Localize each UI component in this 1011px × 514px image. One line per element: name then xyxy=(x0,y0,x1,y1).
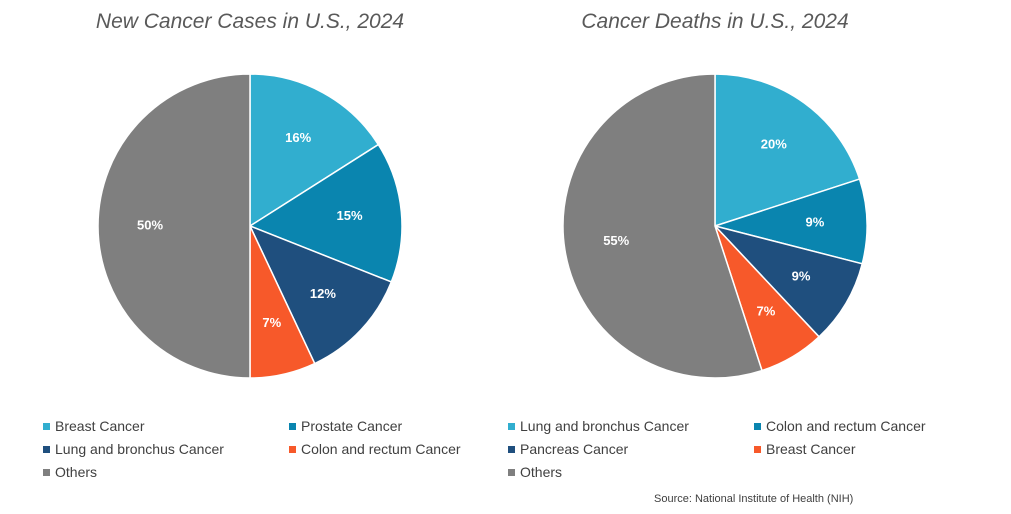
legend-swatch xyxy=(508,422,515,430)
pie-slice-others xyxy=(97,73,251,379)
legend-label: Others xyxy=(55,464,98,480)
legend-swatch xyxy=(289,445,296,453)
pie-slice-others xyxy=(562,73,763,379)
new-cases-pie: 16% 15% 12% 7% 50% xyxy=(97,73,403,379)
legend-item-lung-and-bronchus-cancer: Lung and bronchus Cancer xyxy=(43,441,224,457)
slice-label-prostate-cancer: 15% xyxy=(337,208,363,223)
legend-swatch xyxy=(43,445,50,453)
pie-slice-prostate-cancer xyxy=(248,143,403,283)
legend-item-lung-and-bronchus-cancer: Lung and bronchus Cancer xyxy=(508,418,689,434)
legend-item-colon-and-rectum-cancer: Colon and rectum Cancer xyxy=(289,441,461,457)
source-note: Source: National Institute of Health (NI… xyxy=(654,493,854,505)
legend-label: Pancreas Cancer xyxy=(520,441,629,457)
legend-swatch xyxy=(508,445,515,453)
legend-swatch xyxy=(43,422,50,430)
legend-item-prostate-cancer: Prostate Cancer xyxy=(289,418,402,434)
legend-label: Lung and bronchus Cancer xyxy=(55,441,224,457)
legend-label: Colon and rectum Cancer xyxy=(301,441,461,457)
pie-slice-lung-and-bronchus-cancer xyxy=(714,73,861,228)
legend-item-others: Others xyxy=(43,464,97,480)
pie-slice-lung-and-bronchus-cancer xyxy=(248,224,393,365)
legend-swatch xyxy=(754,445,761,453)
slice-label-breast-cancer: 7% xyxy=(757,304,776,319)
legend-label: Others xyxy=(520,464,563,480)
legend-item-breast-cancer: Breast Cancer xyxy=(754,441,855,457)
slice-label-lung-and-bronchus-cancer: 20% xyxy=(761,137,787,152)
legend-item-colon-and-rectum-cancer: Colon and rectum Cancer xyxy=(754,418,926,434)
slice-label-colon-and-rectum-cancer: 9% xyxy=(806,214,825,229)
slice-label-colon-and-rectum-cancer: 7% xyxy=(262,315,281,330)
legend-item-breast-cancer: Breast Cancer xyxy=(43,418,144,434)
legend-item-pancreas-cancer: Pancreas Cancer xyxy=(508,441,628,457)
pie-slice-colon-and-rectum-cancer xyxy=(712,178,868,265)
chart-title: Cancer Deaths in U.S., 2024 xyxy=(581,10,849,33)
pie-slice-pancreas-cancer xyxy=(712,224,864,338)
legend-label: Colon and rectum Cancer xyxy=(766,418,926,434)
legend-item-others: Others xyxy=(508,464,562,480)
deaths-pie: 20% 9% 9% 7% 55% xyxy=(562,73,868,379)
legend-swatch xyxy=(289,422,296,430)
slice-label-others: 50% xyxy=(137,217,163,232)
legend-swatch xyxy=(754,422,761,430)
legend-label: Breast Cancer xyxy=(766,441,856,457)
legend-label: Breast Cancer xyxy=(55,418,145,434)
legend-swatch xyxy=(508,468,515,476)
legend-label: Lung and bronchus Cancer xyxy=(520,418,689,434)
chart-title: New Cancer Cases in U.S., 2024 xyxy=(95,10,405,33)
new-cases-chart: New Cancer Cases in U.S., 2024 16% 15% 12%… xyxy=(15,0,485,514)
slice-label-lung-and-bronchus-cancer: 12% xyxy=(310,286,336,301)
slice-label-others: 55% xyxy=(603,233,629,248)
legend-swatch xyxy=(43,468,50,476)
pie-slice-breast-cancer xyxy=(249,73,380,228)
slice-label-breast-cancer: 16% xyxy=(285,130,311,145)
slice-label-pancreas-cancer: 9% xyxy=(792,268,811,283)
deaths-chart: Cancer Deaths in U.S., 2024 20% 9% 9% 7% 55%… xyxy=(480,0,950,514)
legend-label: Prostate Cancer xyxy=(301,418,403,434)
